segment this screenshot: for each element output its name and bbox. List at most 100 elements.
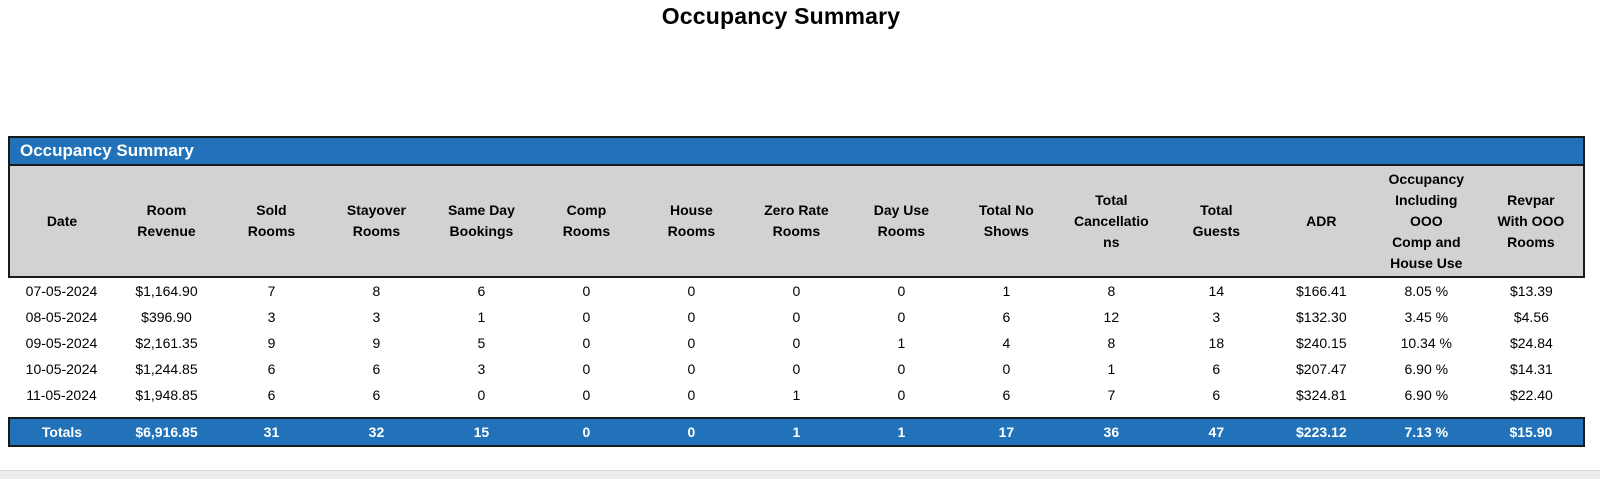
column-header-total-no-shows: Total No Shows [953,164,1059,278]
total-room-revenue: $6,916.85 [113,417,219,447]
cell-room-revenue: $1,164.90 [113,277,219,304]
column-header-date: Date [8,164,114,278]
column-header-house-rooms: House Rooms [638,164,744,278]
cell-sold-rooms: 9 [218,330,324,356]
cell-total-guests: 6 [1163,382,1269,408]
cell-room-revenue: $2,161.35 [113,330,219,356]
cell-date: 08-05-2024 [9,304,114,330]
total-stayover-rooms: 32 [323,417,429,447]
cell-occupancy-incl-ooo: 3.45 % [1373,304,1479,330]
cell-comp-rooms: 0 [533,356,639,382]
cell-date: 09-05-2024 [9,330,114,356]
cell-comp-rooms: 0 [533,330,639,356]
cell-same-day-bookings: 1 [428,304,534,330]
cell-total-guests: 3 [1163,304,1269,330]
cell-occupancy-incl-ooo: 10.34 % [1373,330,1479,356]
total-occupancy-incl-ooo: 7.13 % [1373,417,1479,447]
column-header-sold-rooms: Sold Rooms [218,164,324,278]
cell-total-guests: 14 [1163,277,1269,304]
total-adr: $223.12 [1268,417,1374,447]
cell-adr: $207.47 [1268,356,1374,382]
table-spacer-row [9,408,1584,418]
cell-occupancy-incl-ooo: 8.05 % [1373,277,1479,304]
cell-stayover-rooms: 6 [323,356,429,382]
cell-stayover-rooms: 6 [323,382,429,408]
cell-total-guests: 6 [1163,356,1269,382]
cell-revpar-with-ooo: $14.31 [1478,356,1584,382]
cell-total-cancellations: 1 [1058,356,1164,382]
table-header-row: Date Room Revenue Sold Rooms Stayover Rooms… [8,164,1586,278]
cell-occupancy-incl-ooo: 6.90 % [1373,356,1479,382]
table-row: 10-05-2024 $1,244.85 6 6 3 0 0 0 0 0 1 6 $207.47 6.90… [9,356,1584,382]
bottom-edge-strip [0,470,1600,479]
cell-total-cancellations: 7 [1058,382,1164,408]
column-header-total-guests: Total Guests [1163,164,1269,278]
table-row: 09-05-2024 $2,161.35 9 9 5 0 0 0 1 4 8 18 $240.15 10.… [9,330,1584,356]
column-header-day-use-rooms: Day Use Rooms [848,164,954,278]
cell-day-use-rooms: 0 [848,356,954,382]
column-header-same-day-bookings: Same Day Bookings [428,164,534,278]
cell-date: 10-05-2024 [9,356,114,382]
cell-sold-rooms: 6 [218,382,324,408]
column-header-adr: ADR [1268,164,1374,278]
cell-total-no-shows: 0 [953,356,1059,382]
cell-total-guests: 18 [1163,330,1269,356]
total-house-rooms: 0 [638,417,744,447]
cell-same-day-bookings: 5 [428,330,534,356]
cell-zero-rate-rooms: 0 [743,330,849,356]
total-total-guests: 47 [1163,417,1269,447]
occupancy-table: Date Room Revenue Sold Rooms Stayover Rooms… [8,164,1586,447]
cell-same-day-bookings: 0 [428,382,534,408]
cell-total-no-shows: 6 [953,382,1059,408]
cell-stayover-rooms: 9 [323,330,429,356]
total-sold-rooms: 31 [218,417,324,447]
cell-date: 11-05-2024 [9,382,114,408]
cell-adr: $166.41 [1268,277,1374,304]
cell-zero-rate-rooms: 0 [743,277,849,304]
cell-revpar-with-ooo: $22.40 [1478,382,1584,408]
section-header-bar: Occupancy Summary [8,136,1585,164]
cell-adr: $324.81 [1268,382,1374,408]
cell-comp-rooms: 0 [533,304,639,330]
cell-house-rooms: 0 [638,304,744,330]
cell-room-revenue: $1,244.85 [113,356,219,382]
cell-comp-rooms: 0 [533,382,639,408]
cell-total-no-shows: 6 [953,304,1059,330]
totals-row: Totals $6,916.85 31 32 15 0 0 1 1 17 36 47 $223.12 7.… [8,417,1586,447]
total-same-day-bookings: 15 [428,417,534,447]
cell-room-revenue: $396.90 [113,304,219,330]
column-header-room-revenue: Room Revenue [113,164,219,278]
cell-total-cancellations: 8 [1058,330,1164,356]
column-header-comp-rooms: Comp Rooms [533,164,639,278]
column-header-stayover-rooms: Stayover Rooms [323,164,429,278]
cell-sold-rooms: 6 [218,356,324,382]
cell-revpar-with-ooo: $4.56 [1478,304,1584,330]
cell-total-cancellations: 12 [1058,304,1164,330]
column-header-occupancy-incl-ooo: Occupancy Including OOO Comp and House U… [1373,164,1479,278]
cell-same-day-bookings: 3 [428,356,534,382]
cell-total-cancellations: 8 [1058,277,1164,304]
total-zero-rate-rooms: 1 [743,417,849,447]
column-header-zero-rate-rooms: Zero Rate Rooms [743,164,849,278]
cell-revpar-with-ooo: $24.84 [1478,330,1584,356]
cell-house-rooms: 0 [638,382,744,408]
cell-sold-rooms: 3 [218,304,324,330]
cell-revpar-with-ooo: $13.39 [1478,277,1584,304]
cell-day-use-rooms: 1 [848,330,954,356]
total-total-no-shows: 17 [953,417,1059,447]
cell-house-rooms: 0 [638,356,744,382]
cell-house-rooms: 0 [638,277,744,304]
cell-zero-rate-rooms: 0 [743,356,849,382]
cell-day-use-rooms: 0 [848,304,954,330]
cell-total-no-shows: 4 [953,330,1059,356]
total-day-use-rooms: 1 [848,417,954,447]
page-title: Occupancy Summary [661,3,901,29]
cell-adr: $240.15 [1268,330,1374,356]
cell-zero-rate-rooms: 0 [743,304,849,330]
cell-house-rooms: 0 [638,330,744,356]
cell-room-revenue: $1,948.85 [113,382,219,408]
table-row: 07-05-2024 $1,164.90 7 8 6 0 0 0 0 1 8 14 $166.41 8.0… [9,277,1584,304]
cell-occupancy-incl-ooo: 6.90 % [1373,382,1479,408]
cell-comp-rooms: 0 [533,277,639,304]
